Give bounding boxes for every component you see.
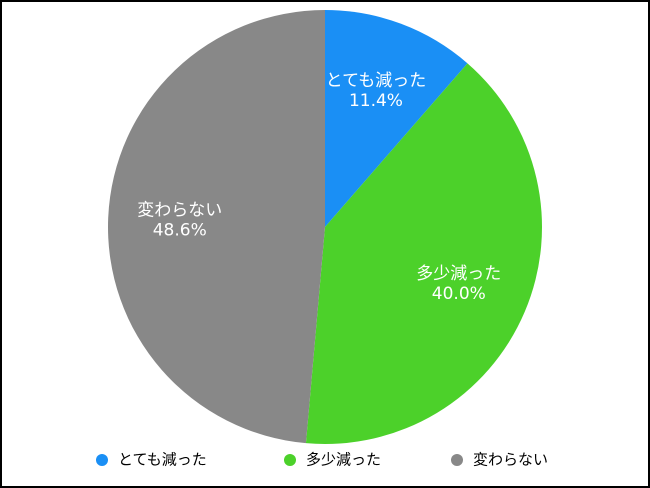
- slice-label: 多少減った: [416, 264, 501, 284]
- slice-value: 40.0%: [432, 284, 486, 304]
- pie-slice: [305, 63, 542, 444]
- legend-swatch: [451, 454, 463, 466]
- slice-value: 48.6%: [153, 221, 207, 241]
- legend-swatch: [284, 454, 296, 466]
- pie-slice: [325, 10, 468, 227]
- legend-label: 変わらない: [473, 451, 548, 469]
- legend-label: とても減った: [118, 451, 207, 469]
- pie-slice: [107, 10, 325, 444]
- legend-label: 多少減った: [306, 451, 381, 469]
- legend-swatch: [96, 454, 108, 466]
- slice-label: とても減った: [326, 71, 427, 91]
- slice-label: 変わらない: [137, 201, 222, 221]
- slice-value: 11.4%: [349, 91, 403, 111]
